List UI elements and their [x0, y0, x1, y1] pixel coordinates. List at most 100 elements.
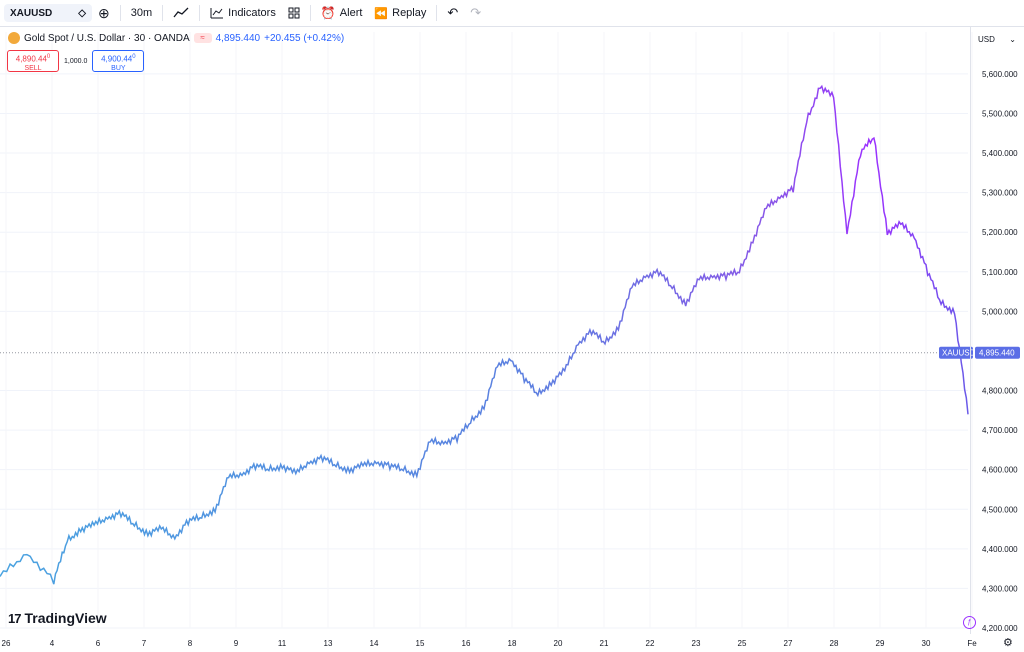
- y-tick-label: 4,600.000: [982, 466, 1018, 475]
- x-tick-label: 21: [600, 639, 609, 648]
- price-scale[interactable]: [970, 27, 1024, 634]
- rewind-icon: ⏪: [374, 7, 389, 20]
- x-tick-label: Fe: [967, 639, 977, 648]
- price-series: [0, 84, 969, 585]
- divider: [119, 5, 121, 21]
- top-toolbar: XAUUSD ◇ ⊕ 30m Indicators ⏰ Alert ⏪ Repl…: [0, 0, 1024, 27]
- y-tick-label: 4,800.000: [982, 387, 1018, 396]
- symbol-search[interactable]: XAUUSD ◇: [4, 4, 92, 22]
- y-tick-label: 5,400.000: [982, 149, 1018, 158]
- currency-selector[interactable]: USD ⌄: [974, 33, 1020, 47]
- chart-type-button[interactable]: [167, 3, 195, 23]
- settings-icon[interactable]: ⚙: [1003, 637, 1013, 649]
- divider: [436, 5, 438, 21]
- y-tick-label: 5,100.000: [982, 268, 1018, 277]
- layout-button[interactable]: [282, 3, 306, 23]
- alert-label: Alert: [339, 7, 363, 19]
- x-tick-label: 27: [784, 639, 793, 648]
- undo-button[interactable]: ↶: [441, 3, 464, 23]
- price-line: [0, 84, 969, 585]
- x-tick-label: 18: [508, 639, 517, 648]
- legend-change: +20.455 (+0.42%): [264, 32, 345, 44]
- purple-marker-icon: ƒ: [963, 616, 976, 629]
- quantity-value[interactable]: 1,000.0: [64, 57, 88, 65]
- x-tick-label: 8: [188, 639, 193, 648]
- add-symbol-button[interactable]: ⊕: [92, 3, 116, 23]
- x-tick-label: 26: [2, 639, 11, 648]
- x-tick-label: 6: [96, 639, 101, 648]
- x-tick-label: 14: [370, 639, 379, 648]
- redo-button[interactable]: ↷: [464, 3, 487, 23]
- indicators-icon: [210, 8, 224, 19]
- y-tick-label: 4,200.000: [982, 624, 1018, 633]
- compare-toggle-icon[interactable]: ≈: [193, 33, 212, 43]
- replay-button[interactable]: ⏪ Replay: [368, 3, 432, 23]
- y-tick-label: 4,700.000: [982, 426, 1018, 435]
- x-tick-label: 15: [416, 639, 425, 648]
- alarm-clock-icon: ⏰: [320, 6, 336, 20]
- x-tick-label: 20: [554, 639, 563, 648]
- x-tick-label: 25: [738, 639, 747, 648]
- divider: [309, 5, 311, 21]
- tag-price-label: 4,895.440: [979, 349, 1015, 358]
- sell-price-sup: 0: [46, 54, 51, 60]
- chart-legend: Gold Spot / U.S. Dollar · 30 · OANDA ≈ 4…: [8, 32, 344, 44]
- legend-title: Gold Spot / U.S. Dollar · 30 · OANDA: [24, 32, 190, 44]
- last-price-tag: XAUUSD 4,895.440: [939, 346, 1020, 359]
- legend-price: 4,895.440: [215, 32, 261, 44]
- y-tick-label: 5,200.000: [982, 228, 1018, 237]
- tag-symbol-bg: [939, 346, 973, 359]
- tradingview-logo[interactable]: 17 TradingView: [8, 610, 107, 626]
- buy-button[interactable]: 4,900.440 BUY: [92, 50, 145, 72]
- indicators-label: Indicators: [228, 7, 276, 19]
- y-tick-label: 4,300.000: [982, 584, 1018, 593]
- buy-price-sup: 0: [132, 54, 136, 60]
- sell-price: 4,890.44: [15, 54, 47, 64]
- interval-button[interactable]: 30m: [125, 3, 158, 23]
- y-tick-label: 5,300.000: [982, 189, 1018, 198]
- currency-label: USD: [978, 35, 995, 44]
- chevron-down-icon: ⌄: [1009, 35, 1016, 44]
- y-tick-label: 5,600.000: [982, 70, 1018, 79]
- x-tick-label: 13: [324, 639, 333, 648]
- x-tick-label: 29: [876, 639, 885, 648]
- divider: [162, 5, 164, 21]
- x-tick-label: 7: [142, 639, 147, 648]
- diamond-icon[interactable]: ◇: [78, 7, 86, 19]
- x-tick-label: 22: [646, 639, 655, 648]
- x-tick-label: 11: [278, 639, 287, 648]
- redo-icon: ↷: [470, 5, 482, 20]
- x-tick-label: 28: [830, 639, 839, 648]
- y-tick-label: 5,500.000: [982, 109, 1018, 118]
- indicators-button[interactable]: Indicators: [204, 3, 282, 23]
- x-axis: 26 4 6 7 8 9 11 13 14 15 16 18 20 21 22 23 25 27 28 29 30 Fe: [2, 639, 978, 648]
- y-tick-label: 5,000.000: [982, 307, 1018, 316]
- line-chart-icon: [173, 7, 189, 18]
- symbol-label: XAUUSD: [10, 7, 53, 19]
- replay-label: Replay: [392, 7, 427, 19]
- x-tick-label: 30: [922, 639, 931, 648]
- undo-icon: ↶: [447, 5, 459, 20]
- divider: [199, 5, 201, 21]
- trade-panel: 4,890.440 SELL 1,000.0 4,900.440 BUY: [7, 50, 145, 72]
- sell-button[interactable]: 4,890.440 SELL: [7, 50, 59, 72]
- alert-button[interactable]: ⏰ Alert: [315, 3, 369, 23]
- grid-lines: [0, 32, 973, 629]
- gold-symbol-icon: [8, 32, 20, 44]
- buy-price: 4,900.44: [101, 54, 133, 64]
- buy-label: BUY: [111, 64, 126, 72]
- tag-symbol-label: XAUUSD: [942, 349, 976, 358]
- tv-logo-icon: 17: [8, 610, 22, 626]
- tag-price-bg: [975, 346, 1020, 359]
- sell-label: SELL: [24, 64, 42, 72]
- grid-icon: [288, 7, 300, 19]
- plus-circle-icon: ⊕: [98, 4, 110, 21]
- y-axis: 5,600.000 5,500.000 5,400.000 5,300.000 5,20…: [982, 70, 1018, 633]
- y-tick-label: 4,500.000: [982, 505, 1018, 514]
- x-tick-label: 9: [234, 639, 239, 648]
- x-tick-label: 16: [462, 639, 471, 648]
- x-tick-label: 23: [692, 639, 701, 648]
- x-tick-label: 4: [50, 639, 55, 648]
- brand-name: TradingView: [24, 610, 107, 626]
